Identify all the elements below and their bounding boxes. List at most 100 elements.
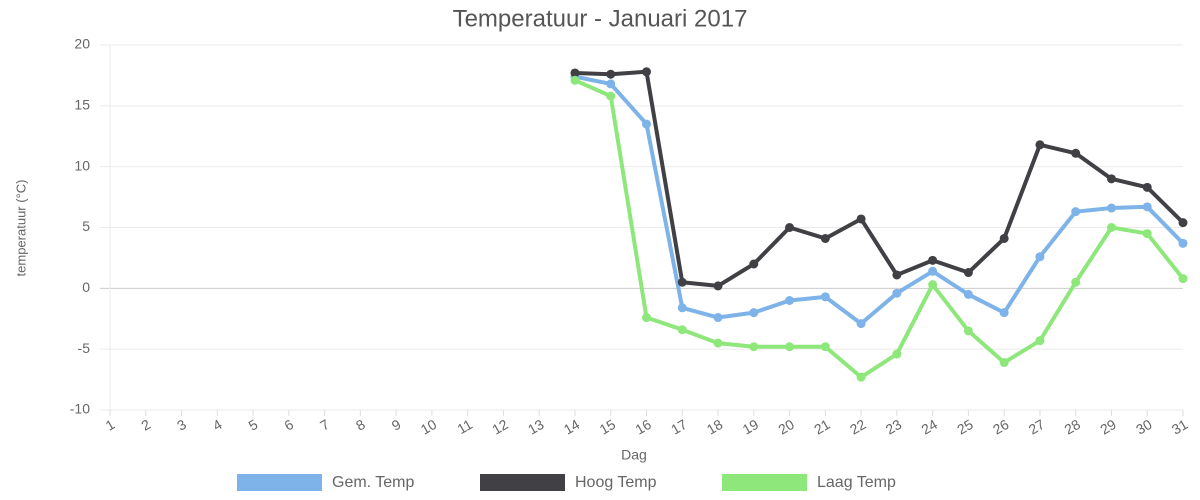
chart-title: Temperatuur - Januari 2017: [453, 5, 748, 32]
data-point: [749, 259, 759, 269]
data-point: [1106, 174, 1116, 184]
data-point: [963, 268, 973, 278]
x-tick-label: 18: [704, 416, 726, 438]
data-point: [749, 308, 759, 318]
y-tick-label: 20: [74, 36, 90, 52]
data-point: [1071, 148, 1081, 158]
data-point: [1106, 203, 1116, 213]
data-point: [713, 338, 723, 348]
series-line: [574, 69, 1185, 288]
data-point: [1142, 182, 1152, 192]
x-tick-label: 21: [811, 416, 833, 438]
data-point: [1071, 277, 1081, 287]
data-point: [785, 296, 795, 305]
x-tick-label: 2: [138, 416, 153, 434]
data-point: [928, 280, 938, 290]
data-point: [1035, 336, 1045, 346]
legend-swatch: [480, 474, 565, 491]
data-point: [677, 277, 687, 287]
legend-label: Gem. Temp: [332, 474, 415, 491]
data-point: [677, 303, 687, 313]
data-point: [999, 358, 1009, 368]
x-tick-label: 13: [525, 416, 547, 438]
x-tick-label: 10: [418, 416, 440, 438]
data-point: [1142, 202, 1152, 212]
x-tick-label: 1: [103, 416, 118, 434]
data-point: [963, 326, 973, 336]
x-axis-title: Dag: [621, 447, 647, 463]
legend-swatch: [722, 474, 807, 491]
series-line: [574, 74, 1185, 326]
data-point: [928, 255, 938, 265]
data-point: [606, 79, 616, 89]
x-tick-label: 28: [1062, 416, 1084, 438]
y-tick-label: 0: [82, 279, 90, 295]
x-tick-label: 25: [954, 416, 976, 438]
data-point: [820, 292, 830, 302]
x-tick-label: 4: [210, 416, 225, 434]
x-tick-label: 16: [632, 416, 654, 438]
series-line: [574, 78, 1185, 380]
data-point: [963, 289, 973, 299]
data-point: [1142, 229, 1152, 239]
data-point: [570, 75, 580, 85]
legend-item: Laag Temp: [722, 474, 896, 491]
legend-label: Hoog Temp: [575, 474, 657, 491]
data-point: [1071, 207, 1081, 217]
x-tick-label: 8: [353, 416, 368, 434]
data-point: [606, 91, 616, 101]
x-tick-label: 24: [918, 416, 940, 438]
y-tick-label: -5: [78, 340, 91, 356]
data-point: [570, 68, 580, 78]
data-point: [999, 233, 1009, 243]
x-tick-label: 30: [1133, 416, 1155, 438]
y-axis-title: temperatuur (°C): [13, 180, 28, 277]
x-tick-label: 26: [990, 416, 1012, 438]
data-point: [820, 342, 830, 352]
data-point: [785, 342, 795, 352]
data-point: [892, 288, 902, 298]
x-tick-label: 5: [246, 416, 261, 434]
legend-label: Laag Temp: [817, 474, 896, 491]
data-point: [856, 372, 866, 382]
data-point: [642, 313, 651, 323]
x-tick-label: 9: [389, 416, 404, 434]
x-tick-label: 12: [489, 416, 511, 438]
x-tick-label: 27: [1026, 416, 1048, 438]
data-point: [1178, 218, 1188, 228]
x-tick-label: 14: [561, 416, 583, 438]
x-tick-label: 20: [775, 416, 797, 438]
x-tick-label: 23: [883, 416, 905, 438]
legend-item: Gem. Temp: [237, 474, 415, 491]
data-point: [856, 319, 866, 329]
data-point: [749, 342, 759, 352]
y-tick-label: 15: [74, 97, 90, 113]
data-point: [1035, 140, 1045, 150]
data-point: [892, 270, 902, 280]
data-point: [892, 349, 902, 359]
data-point: [820, 233, 830, 243]
legend-swatch: [237, 474, 322, 491]
x-tick-label: 19: [740, 416, 762, 438]
data-point: [713, 313, 723, 323]
data-point: [999, 308, 1009, 318]
x-tick-label: 15: [597, 416, 619, 438]
data-point: [785, 223, 795, 232]
y-tick-label: 5: [82, 218, 90, 234]
x-tick-label: 29: [1097, 416, 1119, 438]
data-point: [1178, 274, 1188, 284]
data-point: [606, 69, 616, 79]
data-point: [677, 325, 687, 335]
x-tick-label: 6: [281, 416, 296, 434]
x-tick-label: 22: [847, 416, 869, 438]
data-point: [642, 67, 651, 77]
legend-item: Hoog Temp: [480, 474, 657, 491]
x-tick-label: 11: [454, 416, 475, 437]
data-point: [1035, 252, 1045, 262]
data-point: [1106, 223, 1116, 232]
x-tick-label: 17: [668, 416, 690, 438]
data-point: [928, 266, 938, 276]
x-tick-label: 3: [174, 416, 189, 434]
x-tick-label: 7: [317, 416, 332, 434]
